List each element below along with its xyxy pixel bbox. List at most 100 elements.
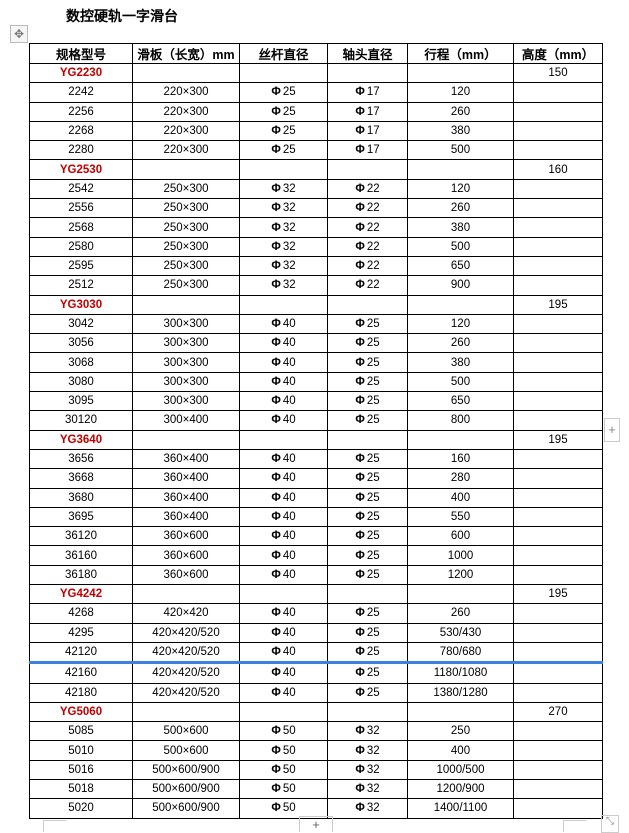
empty-cell[interactable] bbox=[513, 740, 603, 761]
empty-cell[interactable] bbox=[513, 564, 603, 586]
shaft-diameter-cell[interactable]: Φ 22 bbox=[327, 217, 408, 238]
stroke-cell[interactable]: 500 bbox=[407, 371, 514, 393]
empty-cell[interactable] bbox=[513, 468, 603, 489]
model-cell[interactable]: 5020 bbox=[29, 798, 133, 819]
stroke-cell[interactable]: 530/430 bbox=[407, 622, 514, 643]
slide-size-cell[interactable]: 420×420/520 bbox=[132, 622, 240, 643]
shaft-diameter-cell[interactable]: Φ 25 bbox=[327, 662, 408, 684]
model-cell[interactable]: YG3030 bbox=[29, 294, 133, 315]
slide-size-cell[interactable]: 300×300 bbox=[132, 313, 240, 335]
empty-cell[interactable] bbox=[327, 584, 408, 605]
screw-diameter-cell[interactable]: Φ 25 bbox=[239, 140, 328, 161]
stroke-cell[interactable]: 650 bbox=[407, 391, 514, 412]
empty-cell[interactable] bbox=[513, 120, 603, 142]
screw-diameter-cell[interactable]: Φ 40 bbox=[239, 603, 328, 624]
empty-cell[interactable] bbox=[327, 429, 408, 450]
model-cell[interactable]: 3656 bbox=[29, 448, 133, 470]
screw-diameter-cell[interactable]: Φ 40 bbox=[239, 333, 328, 354]
model-cell[interactable]: 3695 bbox=[29, 506, 133, 528]
shaft-diameter-cell[interactable]: Φ 25 bbox=[327, 371, 408, 393]
empty-cell[interactable] bbox=[239, 584, 328, 605]
header-cell[interactable]: 滑板（长宽）mm bbox=[132, 43, 240, 64]
screw-diameter-cell[interactable]: Φ 32 bbox=[239, 255, 328, 277]
shaft-diameter-cell[interactable]: Φ 25 bbox=[327, 622, 408, 643]
empty-cell[interactable] bbox=[132, 159, 240, 180]
empty-cell[interactable] bbox=[513, 721, 603, 742]
model-cell[interactable]: 5085 bbox=[29, 721, 133, 742]
model-cell[interactable]: 2280 bbox=[29, 140, 133, 161]
shaft-diameter-cell[interactable]: Φ 17 bbox=[327, 140, 408, 161]
empty-cell[interactable] bbox=[513, 410, 603, 431]
slide-size-cell[interactable]: 300×300 bbox=[132, 333, 240, 354]
shaft-diameter-cell[interactable]: Φ 17 bbox=[327, 82, 408, 103]
slide-size-cell[interactable]: 220×300 bbox=[132, 82, 240, 103]
slide-size-cell[interactable]: 250×300 bbox=[132, 198, 240, 219]
slide-size-cell[interactable]: 300×400 bbox=[132, 410, 240, 431]
stroke-cell[interactable]: 120 bbox=[407, 313, 514, 335]
shaft-diameter-cell[interactable]: Φ 17 bbox=[327, 120, 408, 142]
model-cell[interactable]: 36120 bbox=[29, 526, 133, 547]
shaft-diameter-cell[interactable]: Φ 22 bbox=[327, 255, 408, 277]
height-cell[interactable]: 195 bbox=[513, 584, 603, 605]
empty-cell[interactable] bbox=[132, 294, 240, 315]
empty-cell[interactable] bbox=[132, 701, 240, 723]
shaft-diameter-cell[interactable]: Φ 22 bbox=[327, 275, 408, 296]
stroke-cell[interactable]: 1180/1080 bbox=[407, 662, 514, 684]
empty-cell[interactable] bbox=[513, 798, 603, 819]
stroke-cell[interactable]: 1380/1280 bbox=[407, 682, 514, 703]
stroke-cell[interactable]: 800 bbox=[407, 410, 514, 431]
screw-diameter-cell[interactable]: Φ 25 bbox=[239, 101, 328, 122]
shaft-diameter-cell[interactable]: Φ 25 bbox=[327, 313, 408, 335]
empty-cell[interactable] bbox=[239, 294, 328, 315]
empty-cell[interactable] bbox=[239, 429, 328, 450]
empty-cell[interactable] bbox=[132, 584, 240, 605]
add-row-button[interactable]: + bbox=[604, 418, 620, 442]
shaft-diameter-cell[interactable]: Φ 32 bbox=[327, 759, 408, 780]
model-cell[interactable]: 4268 bbox=[29, 603, 133, 624]
shaft-diameter-cell[interactable]: Φ 25 bbox=[327, 506, 408, 528]
model-cell[interactable]: 2595 bbox=[29, 255, 133, 277]
empty-cell[interactable] bbox=[239, 701, 328, 723]
stroke-cell[interactable]: 400 bbox=[407, 740, 514, 761]
slide-size-cell[interactable]: 220×300 bbox=[132, 101, 240, 122]
shaft-diameter-cell[interactable]: Φ 25 bbox=[327, 682, 408, 703]
height-cell[interactable]: 195 bbox=[513, 294, 603, 315]
screw-diameter-cell[interactable]: Φ 40 bbox=[239, 506, 328, 528]
screw-diameter-cell[interactable]: Φ 40 bbox=[239, 622, 328, 643]
model-cell[interactable]: 42120 bbox=[29, 641, 133, 665]
empty-cell[interactable] bbox=[407, 584, 514, 605]
model-cell[interactable]: YG5060 bbox=[29, 701, 133, 723]
screw-diameter-cell[interactable]: Φ 50 bbox=[239, 798, 328, 819]
model-cell[interactable]: 3068 bbox=[29, 352, 133, 373]
slide-size-cell[interactable]: 250×300 bbox=[132, 255, 240, 277]
shaft-diameter-cell[interactable]: Φ 32 bbox=[327, 778, 408, 800]
slide-size-cell[interactable]: 300×300 bbox=[132, 352, 240, 373]
empty-cell[interactable] bbox=[513, 526, 603, 547]
empty-cell[interactable] bbox=[327, 159, 408, 180]
screw-diameter-cell[interactable]: Φ 25 bbox=[239, 120, 328, 142]
slide-size-cell[interactable]: 420×420/520 bbox=[132, 662, 240, 684]
shaft-diameter-cell[interactable]: Φ 25 bbox=[327, 352, 408, 373]
screw-diameter-cell[interactable]: Φ 40 bbox=[239, 682, 328, 703]
screw-diameter-cell[interactable]: Φ 40 bbox=[239, 662, 328, 684]
stroke-cell[interactable]: 260 bbox=[407, 333, 514, 354]
slide-size-cell[interactable]: 360×400 bbox=[132, 448, 240, 470]
slide-size-cell[interactable]: 250×300 bbox=[132, 236, 240, 257]
model-cell[interactable]: 2242 bbox=[29, 82, 133, 103]
empty-cell[interactable] bbox=[239, 159, 328, 180]
slide-size-cell[interactable]: 300×300 bbox=[132, 391, 240, 412]
stroke-cell[interactable]: 120 bbox=[407, 178, 514, 200]
stroke-cell[interactable]: 650 bbox=[407, 255, 514, 277]
empty-cell[interactable] bbox=[513, 82, 603, 103]
shaft-diameter-cell[interactable]: Φ 25 bbox=[327, 526, 408, 547]
slide-size-cell[interactable]: 360×600 bbox=[132, 564, 240, 586]
screw-diameter-cell[interactable]: Φ 32 bbox=[239, 217, 328, 238]
empty-cell[interactable] bbox=[513, 506, 603, 528]
slide-size-cell[interactable]: 250×300 bbox=[132, 275, 240, 296]
model-cell[interactable]: 36160 bbox=[29, 545, 133, 566]
shaft-diameter-cell[interactable]: Φ 25 bbox=[327, 448, 408, 470]
shaft-diameter-cell[interactable]: Φ 25 bbox=[327, 333, 408, 354]
header-cell[interactable]: 丝杆直径 bbox=[239, 43, 328, 64]
empty-cell[interactable] bbox=[513, 313, 603, 335]
empty-cell[interactable] bbox=[513, 448, 603, 470]
